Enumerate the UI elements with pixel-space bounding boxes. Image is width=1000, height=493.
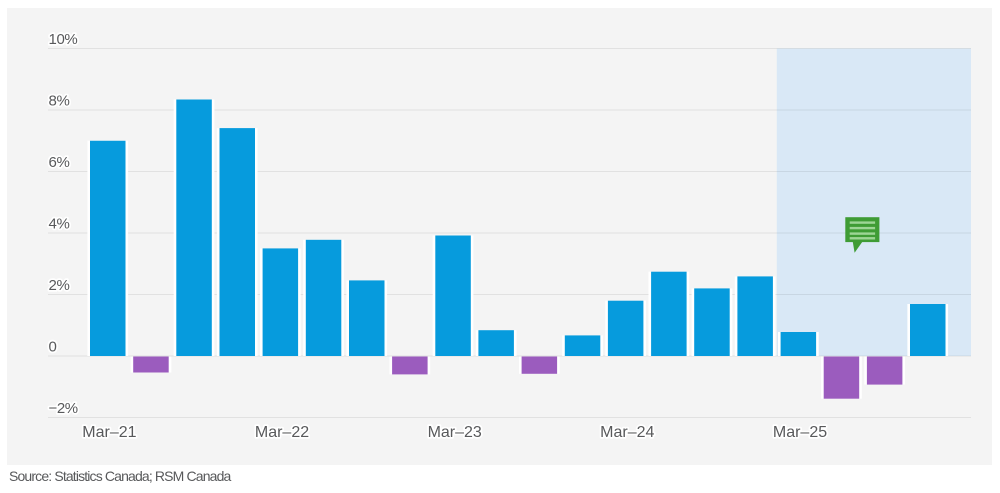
svg-text:8%: 8% bbox=[49, 93, 70, 110]
svg-text:Mar–21: Mar–21 bbox=[82, 424, 136, 441]
svg-text:2%: 2% bbox=[49, 277, 70, 294]
svg-text:10%: 10% bbox=[49, 31, 78, 48]
svg-text:Mar–23: Mar–23 bbox=[428, 424, 482, 441]
svg-text:Mar–25: Mar–25 bbox=[773, 424, 827, 441]
svg-text:−2%: −2% bbox=[49, 400, 78, 417]
svg-text:6%: 6% bbox=[49, 154, 70, 171]
svg-text:Mar–24: Mar–24 bbox=[600, 424, 654, 441]
svg-text:Mar–22: Mar–22 bbox=[255, 424, 309, 441]
svg-text:4%: 4% bbox=[49, 216, 70, 233]
svg-text:0: 0 bbox=[49, 339, 57, 356]
svg-text:Source: Statistics Canada; RSM: Source: Statistics Canada; RSM Canada bbox=[9, 468, 232, 484]
